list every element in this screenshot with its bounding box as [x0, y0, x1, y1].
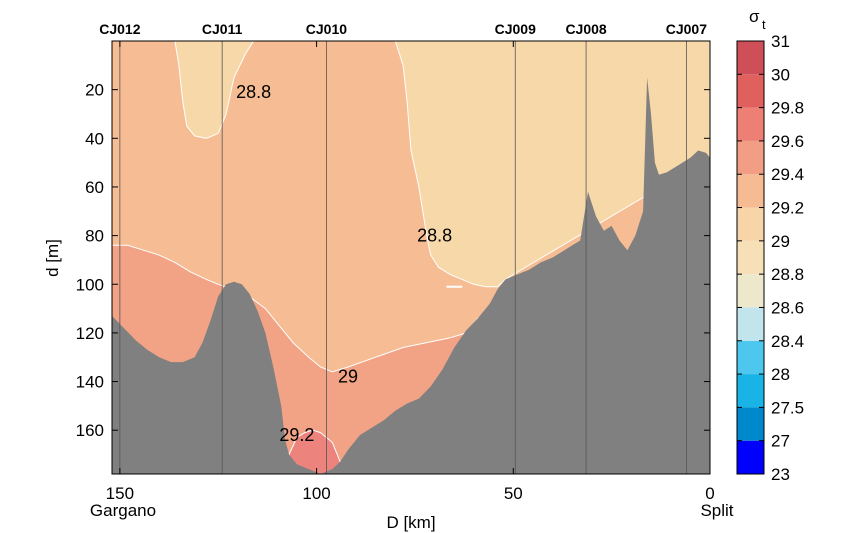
station-label: CJ009: [495, 21, 536, 37]
y-axis-label: d [m]: [43, 239, 62, 277]
y-tick-label: 40: [85, 129, 104, 148]
colorbar-frame: [736, 40, 765, 475]
colorbar-segment: [737, 207, 764, 241]
colorbar-tick-label: 29: [771, 232, 790, 251]
station-label: CJ011: [202, 21, 243, 37]
y-tick-label: 160: [76, 421, 104, 440]
contour-label: 29.2: [279, 425, 314, 445]
colorbar-title-subscript: t: [762, 17, 766, 32]
station-label: CJ012: [99, 21, 140, 37]
y-tick-label: 20: [85, 81, 104, 100]
colorbar-tick-label: 29.8: [771, 99, 804, 118]
colorbar-segment: [737, 140, 764, 175]
colorbar-segment: [737, 240, 764, 275]
y-tick-label: 120: [76, 324, 104, 343]
colorbar-segment: [737, 41, 764, 75]
colorbar-tick-label: 29.6: [771, 132, 804, 151]
colorbar-tick-label: 28.4: [771, 332, 804, 351]
y-tick-label: 80: [85, 227, 104, 246]
contour-label: 29: [338, 367, 358, 387]
plot-area: [112, 41, 710, 474]
x-end-label-right: Split: [700, 501, 733, 520]
axes: 20 40 60 80 100 120 140 160 150 100 50 0: [76, 41, 715, 503]
colorbar-segment: [737, 274, 764, 308]
region-28-6-to-28-8: [112, 41, 710, 288]
colorbar-tick-label: 27: [771, 432, 790, 451]
colorbar-title: σ: [749, 7, 760, 26]
colorbar-tick-label: 28.8: [771, 265, 804, 284]
station-label: CJ010: [306, 21, 347, 37]
x-tick-label: 100: [302, 484, 330, 503]
station-label: CJ007: [666, 21, 707, 37]
contour-label: 28.8: [236, 82, 271, 102]
y-tick-label: 100: [76, 275, 104, 294]
contour-labels: 28.8 28.8 29 29.2: [236, 82, 452, 445]
colorbar-segment: [737, 374, 764, 408]
station-lines: [119, 41, 687, 474]
plot-frame: [111, 40, 711, 475]
x-tick-label: 50: [504, 484, 523, 503]
colorbar-segment: [737, 107, 764, 141]
contour-label: 28.8: [417, 226, 452, 246]
colorbar-tick-label: 28.6: [771, 298, 804, 317]
y-tick-label: 140: [76, 373, 104, 392]
colorbar-segment: [737, 174, 764, 208]
colorbar-segment: [737, 74, 764, 108]
colorbar: 23 27 27.5 28 28.4 28.6 28.8 29 29.2 29.4 29.6 29.8…: [736, 7, 804, 484]
station-label: CJ008: [565, 21, 606, 37]
x-axis-label: D [km]: [386, 513, 435, 532]
x-end-label-left: Gargano: [90, 501, 156, 520]
y-tick-label: 60: [85, 178, 104, 197]
colorbar-tick-label: 23: [771, 465, 790, 484]
colorbar-tick-label: 29.2: [771, 199, 804, 218]
colorbar-segment: [737, 307, 764, 341]
colorbar-segment: [737, 407, 764, 441]
colorbar-segment: [737, 340, 764, 375]
colorbar-tick-label: 29.4: [771, 165, 804, 184]
colorbar-tick-label: 28: [771, 365, 790, 384]
colorbar-tick-label: 31: [771, 32, 790, 51]
colorbar-tick-label: 30: [771, 65, 790, 84]
region-29-2-to-29-4: [288, 429, 341, 474]
station-labels: CJ012 CJ011 CJ010 CJ009 CJ008 CJ007: [99, 21, 707, 37]
colorbar-segment: [737, 440, 764, 474]
x-tick-label: 0: [705, 484, 714, 503]
colorbar-tick-label: 27.5: [771, 398, 804, 417]
x-tick-label: 150: [106, 484, 134, 503]
seabed: [112, 77, 710, 474]
